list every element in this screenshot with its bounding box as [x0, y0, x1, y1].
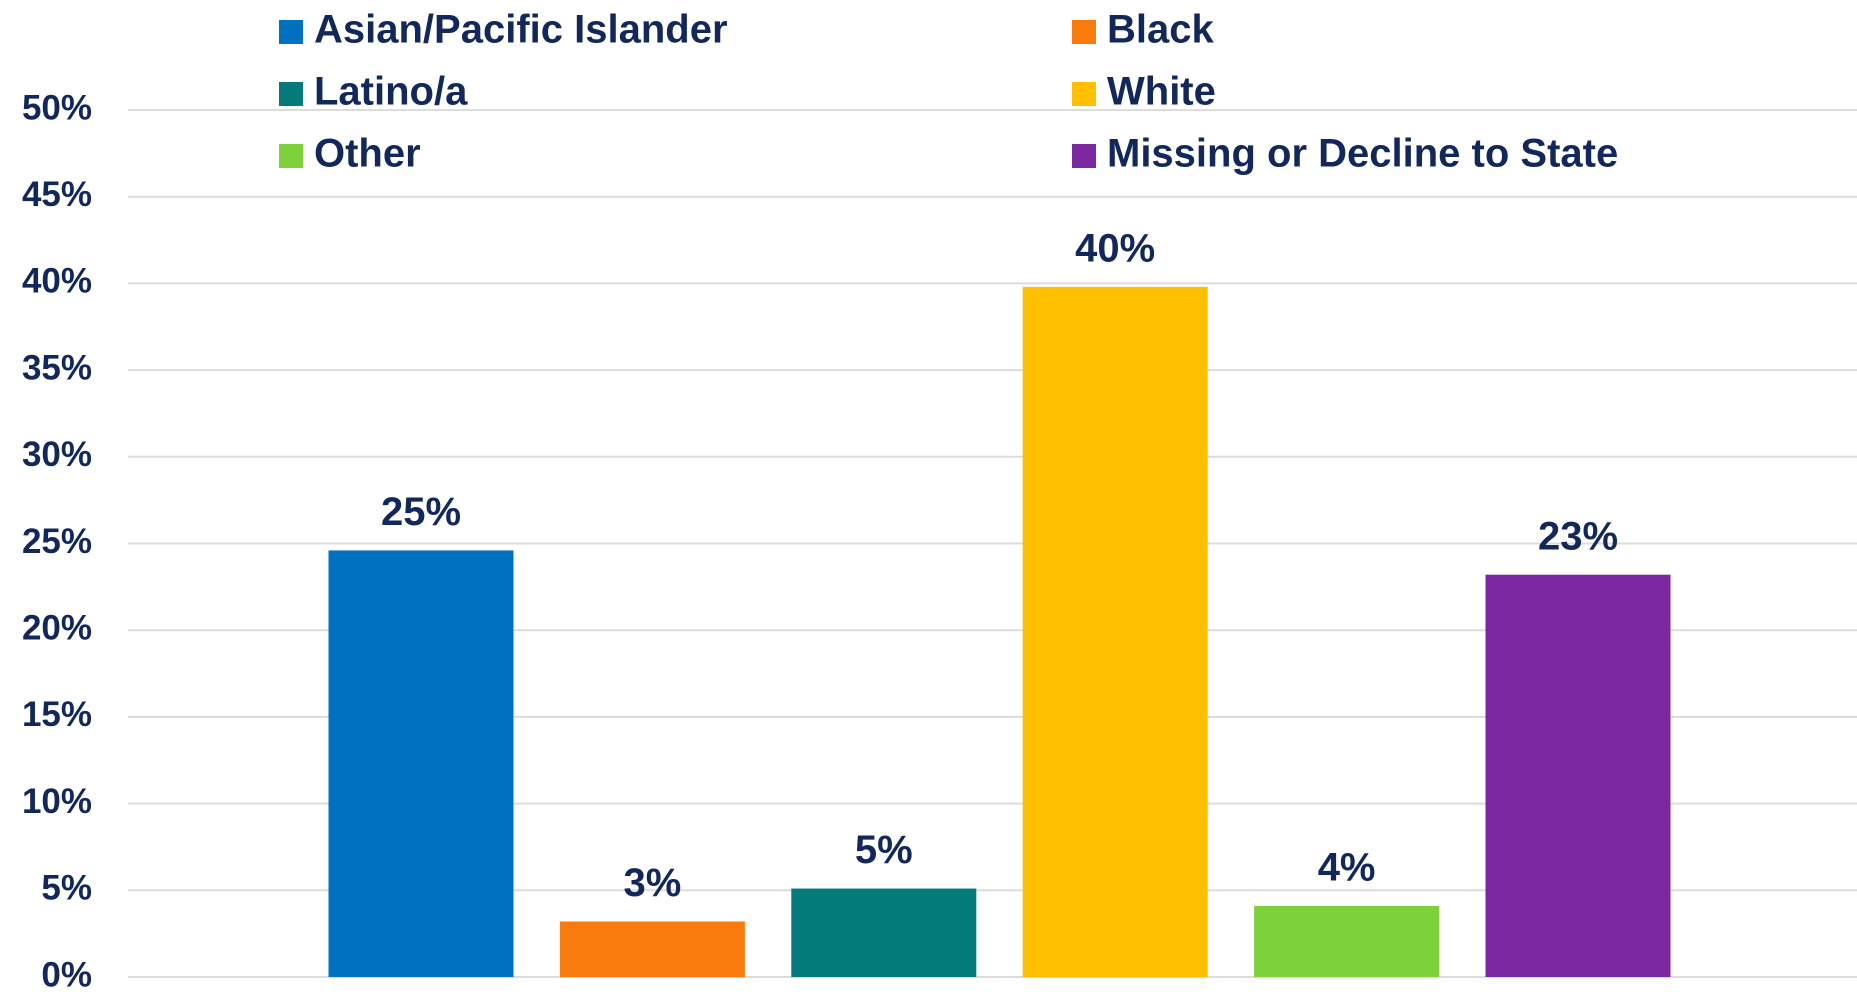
bar [328, 550, 514, 977]
legend-swatch [279, 82, 303, 106]
legend-swatch [1072, 82, 1096, 106]
y-tick-label: 0% [41, 955, 92, 992]
bar [1022, 286, 1208, 977]
bar [1485, 574, 1671, 977]
data-label: 25% [381, 490, 461, 534]
y-tick-label: 10% [22, 782, 92, 821]
bar [791, 888, 977, 977]
legend-label: Black [1107, 8, 1214, 52]
y-tick-label: 15% [22, 695, 92, 734]
legend-swatch [279, 20, 303, 44]
data-label: 40% [1075, 226, 1155, 270]
bar [559, 921, 745, 977]
y-tick-label: 50% [22, 88, 92, 127]
legend-label: White [1107, 70, 1216, 114]
y-tick-label: 5% [41, 869, 92, 908]
legend-label: Missing or Decline to State [1107, 132, 1618, 176]
y-tick-label: 20% [22, 608, 92, 647]
legend-label: Asian/Pacific Islander [314, 8, 728, 52]
legend-label: Latino/a [314, 70, 468, 114]
legend-label: Other [314, 132, 421, 176]
bar [1254, 905, 1440, 977]
data-label: 5% [855, 828, 913, 872]
legend-swatch [1072, 144, 1096, 168]
legend-swatch [1072, 20, 1096, 44]
legend-swatch [279, 144, 303, 168]
y-tick-label: 35% [22, 348, 92, 387]
y-tick-label: 25% [22, 522, 92, 561]
y-tick-label: 30% [22, 435, 92, 474]
data-label: 3% [623, 861, 681, 905]
y-tick-label: 45% [22, 175, 92, 214]
data-label: 4% [1318, 845, 1376, 889]
y-tick-label: 40% [22, 262, 92, 301]
data-label: 23% [1538, 514, 1618, 558]
